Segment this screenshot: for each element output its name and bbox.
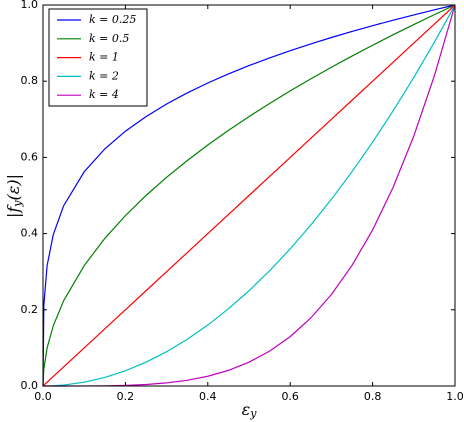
x-axis-label: εy (242, 400, 258, 421)
x-tick-label: 0.4 (199, 390, 217, 403)
series-line (42, 4, 456, 387)
legend-label: k = 2 (89, 69, 119, 82)
y-label-rest: (ε)| (4, 174, 23, 200)
series-line (43, 4, 456, 387)
series-line (42, 4, 456, 387)
y-tick-label: 1.0 (21, 0, 39, 11)
y-tick-label: 0.0 (21, 379, 39, 392)
plot-frame (42, 4, 456, 387)
legend-label: k = 4 (89, 88, 119, 101)
series-line (42, 4, 456, 387)
y-label-base: |f (4, 204, 23, 218)
legend-label: k = 0.25 (89, 13, 136, 26)
legend-label: k = 1 (89, 51, 119, 64)
legend-label: k = 0.5 (89, 32, 129, 45)
x-label-base: ε (242, 400, 251, 419)
y-axis-label: |fy(ε)| (4, 174, 25, 218)
y-tick-label: 0.6 (21, 150, 39, 163)
y-label-sub: y (11, 200, 24, 208)
x-tick-label: 0.0 (34, 390, 52, 403)
x-label-sub: y (249, 407, 257, 420)
y-tick-label: 0.4 (21, 227, 39, 240)
x-tick-label: 0.6 (281, 390, 299, 403)
y-tick-label: 0.8 (21, 74, 39, 87)
x-tick-label: 0.2 (117, 390, 135, 403)
x-tick-label: 0.8 (364, 390, 382, 403)
x-tick-label: 1.0 (446, 390, 464, 403)
y-tick-label: 0.2 (21, 303, 39, 316)
